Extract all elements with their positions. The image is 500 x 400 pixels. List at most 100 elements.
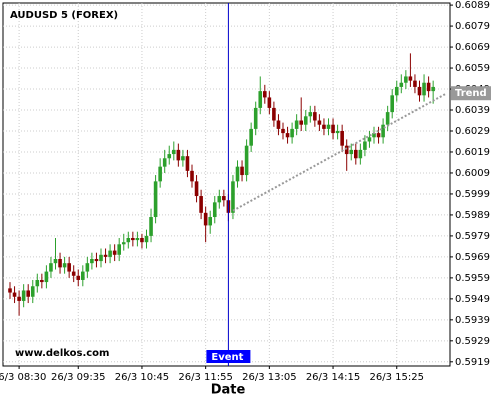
- candle-body: [144, 235, 149, 243]
- candle-body: [422, 82, 426, 96]
- candle-body: [417, 86, 422, 96]
- y-tick-label: 0.6069: [455, 42, 490, 53]
- y-tick-label: 0.6079: [455, 21, 490, 32]
- candle-body: [258, 91, 263, 108]
- candle-body: [103, 254, 108, 257]
- trend-line: [232, 92, 448, 212]
- y-tick-label: 0.6089: [455, 0, 490, 11]
- y-tick-label: 0.5959: [455, 273, 490, 284]
- candle-body: [222, 196, 226, 201]
- candle-body: [185, 156, 190, 171]
- candle-body: [126, 238, 131, 243]
- y-tick-label: 0.5949: [455, 294, 490, 305]
- candle-body: [299, 120, 303, 125]
- event-label-bg: [206, 350, 251, 363]
- candle-body: [194, 181, 199, 197]
- candle-body: [358, 149, 363, 159]
- candle-body: [331, 124, 335, 134]
- candle-body: [376, 133, 381, 138]
- candle-body: [30, 286, 35, 297]
- candle-body: [349, 149, 354, 155]
- y-tick-label: 0.5919: [455, 357, 490, 368]
- candle-body: [399, 82, 404, 87]
- event-label: Event: [211, 352, 243, 363]
- candle-body: [244, 145, 249, 176]
- y-tick-label: 0.6019: [455, 147, 490, 158]
- candle-body: [135, 238, 140, 241]
- x-tick-label: 26/3 10:45: [115, 372, 169, 383]
- candle-body: [35, 279, 40, 287]
- y-tick-label: 0.6009: [455, 168, 490, 179]
- y-tick-label: 0.5969: [455, 252, 490, 263]
- candle-body: [381, 124, 385, 138]
- candle-body: [44, 271, 49, 283]
- x-tick-label: 26/3 11:55: [178, 372, 232, 383]
- candle-body: [49, 263, 53, 272]
- candle-body: [99, 254, 103, 262]
- candle-body: [71, 271, 76, 276]
- candle-body: [158, 166, 162, 182]
- candle-body: [217, 196, 222, 203]
- candle-body: [140, 238, 144, 243]
- candle-body: [90, 258, 94, 264]
- candle-body: [413, 80, 417, 87]
- candle-body: [354, 149, 358, 159]
- candle-body: [212, 202, 217, 218]
- candle-body: [176, 149, 181, 161]
- watermark: www.delkos.com: [15, 348, 109, 359]
- x-tick-label: 26/3 08:30: [0, 372, 46, 383]
- y-tick-label: 0.5979: [455, 231, 490, 242]
- candle-body: [8, 288, 12, 293]
- candle-body: [308, 112, 313, 117]
- trend-label: Trend: [455, 88, 487, 99]
- candle-body: [181, 156, 185, 161]
- x-tick-label: 26/3 15:25: [370, 372, 424, 383]
- x-axis-label: Date: [211, 383, 246, 398]
- candle-body: [294, 120, 299, 129]
- candle-body: [263, 91, 267, 98]
- candle-body: [162, 158, 167, 167]
- candle-body: [313, 112, 317, 121]
- candle-body: [62, 263, 67, 268]
- candle-body: [149, 217, 153, 236]
- candle-body: [121, 242, 126, 245]
- candle-body: [322, 124, 326, 129]
- candle-body: [167, 154, 172, 159]
- y-tick-label: 0.5989: [455, 210, 490, 221]
- candle-body: [53, 258, 58, 264]
- candle-body: [235, 166, 240, 182]
- candle-body: [335, 130, 340, 134]
- candle-body: [81, 271, 85, 280]
- candle-body: [112, 250, 117, 255]
- plot-frame: [2, 2, 451, 367]
- candle-body: [249, 128, 253, 146]
- candle-body: [372, 133, 376, 138]
- candle-body: [408, 76, 413, 81]
- candle-body: [340, 130, 344, 146]
- candle-body: [272, 107, 276, 121]
- candle-body: [344, 145, 349, 155]
- candle-body: [394, 86, 399, 96]
- candle-body: [26, 290, 30, 297]
- candle-body: [108, 250, 112, 257]
- candle-body: [153, 181, 158, 218]
- candle-body: [281, 128, 285, 134]
- candle-body: [240, 166, 244, 176]
- candle-body: [190, 170, 194, 182]
- y-tick-label: 0.6039: [455, 105, 490, 116]
- candle-body: [276, 120, 281, 129]
- candle-body: [40, 279, 44, 283]
- y-tick-label: 0.5939: [455, 315, 490, 326]
- candle-body: [203, 212, 208, 226]
- candle-body: [85, 263, 90, 272]
- candle-body: [326, 124, 331, 129]
- candle-body: [231, 181, 235, 213]
- candle-body: [404, 76, 408, 83]
- x-tick-label: 26/3 13:05: [242, 372, 296, 383]
- candle-body: [21, 290, 26, 301]
- candle-body: [385, 112, 390, 125]
- y-tick-label: 0.5999: [455, 189, 490, 200]
- candle-body: [199, 196, 203, 213]
- candle-body: [317, 120, 322, 125]
- candle-body: [67, 263, 71, 272]
